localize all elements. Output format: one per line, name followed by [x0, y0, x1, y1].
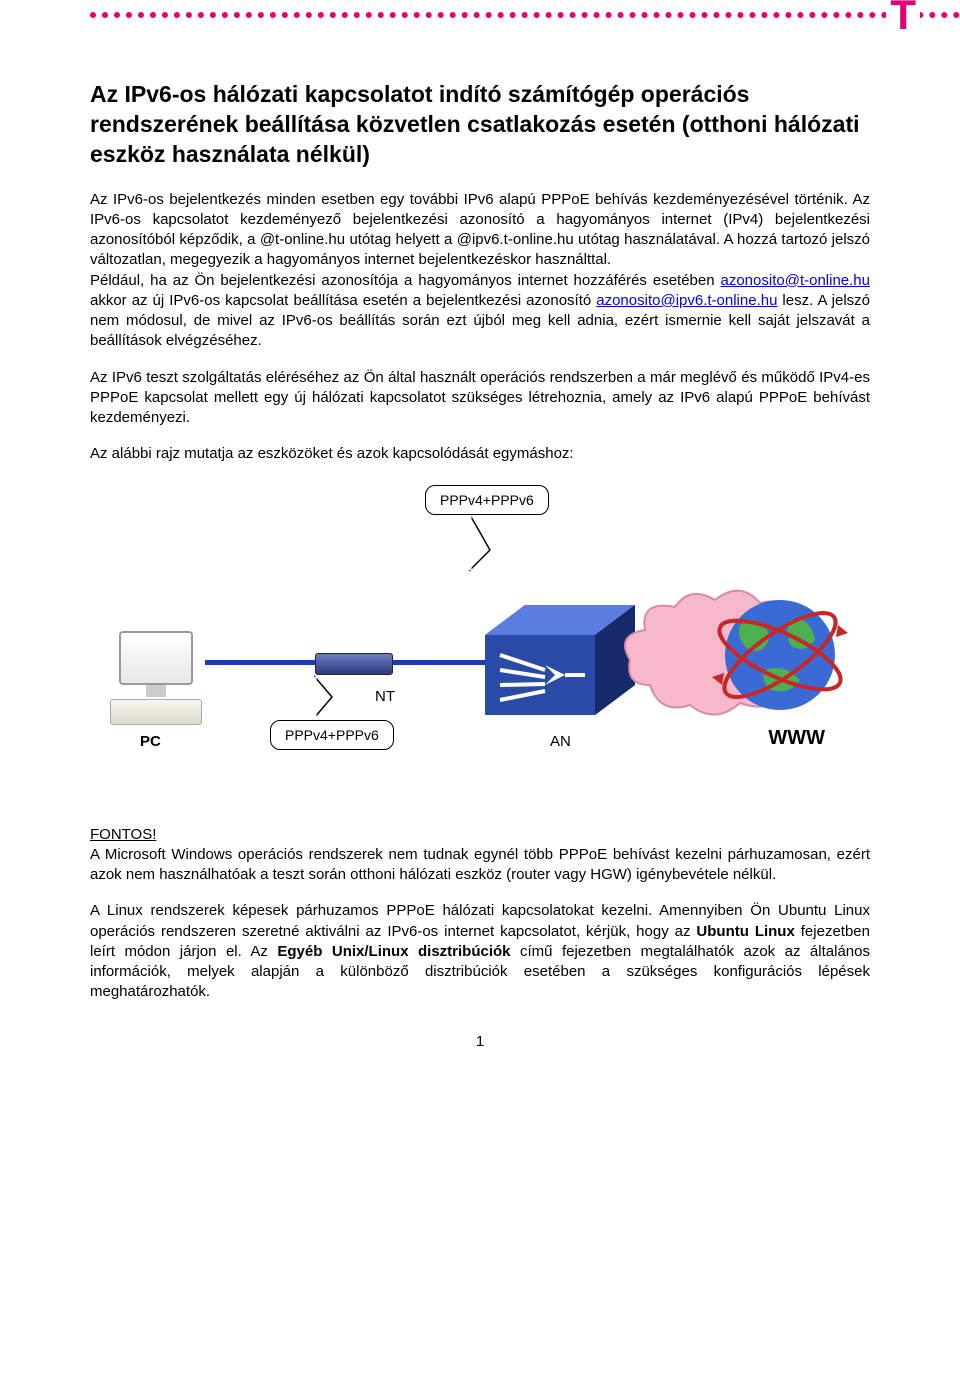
para1-text-c: akkor az új IPv6-os kapcsolat beállítása… — [90, 292, 596, 309]
paragraph-5: A Linux rendszerek képesek párhuzamos PP… — [90, 901, 870, 1002]
callout-top-tail-icon — [460, 515, 500, 585]
label-an: AN — [550, 733, 571, 750]
egyeb-unix-bold: Egyéb Unix/Linux disztribúciók — [277, 943, 510, 960]
telekom-t-icon: T — [886, 0, 920, 36]
para1-text-b: Például, ha az Ön bejelentkezési azonosí… — [90, 272, 721, 289]
label-pc: PC — [140, 733, 161, 750]
link-azonosito-ipv6[interactable]: azonosito@ipv6.t-online.hu — [596, 292, 777, 309]
label-nt: NT — [375, 688, 395, 705]
header-dotted-line — [90, 12, 960, 18]
ubuntu-linux-bold: Ubuntu Linux — [696, 923, 794, 940]
callout-bottom-tail-icon — [310, 672, 340, 717]
callout-bottom-label: PPPv4+PPPv6 — [285, 727, 379, 743]
para1-text-a: Az IPv6-os bejelentkezés minden esetben … — [90, 191, 870, 269]
cable-nt-switch — [390, 660, 500, 665]
paragraph-3: Az alábbi rajz mutatja az eszközöket és … — [90, 444, 870, 464]
page-title: Az IPv6-os hálózati kapcsolatot indító s… — [90, 80, 870, 170]
paragraph-fontos: FONTOS! A Microsoft Windows operációs re… — [90, 825, 870, 886]
callout-bottom: PPPv4+PPPv6 — [270, 720, 394, 750]
label-www: WWW — [768, 727, 825, 750]
globe-icon — [710, 585, 850, 725]
callout-top: PPPv4+PPPv6 — [425, 485, 549, 515]
paragraph-2: Az IPv6 teszt szolgáltatás eléréséhez az… — [90, 368, 870, 429]
switch-icon — [485, 605, 635, 715]
pc-icon — [110, 631, 202, 725]
cable-pc-nt — [205, 660, 320, 665]
paragraph-1: Az IPv6-os bejelentkezés minden esetben … — [90, 190, 870, 352]
page-number: 1 — [0, 1033, 960, 1050]
page-content: Az IPv6-os hálózati kapcsolatot indító s… — [0, 30, 960, 1003]
network-diagram: PPPv4+PPPv6 PC NT PPPv4+PPPv6 — [90, 485, 870, 785]
header-bar: T — [0, 0, 960, 30]
link-azonosito-tonline[interactable]: azonosito@t-online.hu — [721, 272, 871, 289]
para4-text: A Microsoft Windows operációs rendszerek… — [90, 846, 870, 883]
fontos-label: FONTOS! — [90, 826, 156, 843]
telekom-logo: T — [886, 0, 920, 36]
callout-top-label: PPPv4+PPPv6 — [440, 492, 534, 508]
